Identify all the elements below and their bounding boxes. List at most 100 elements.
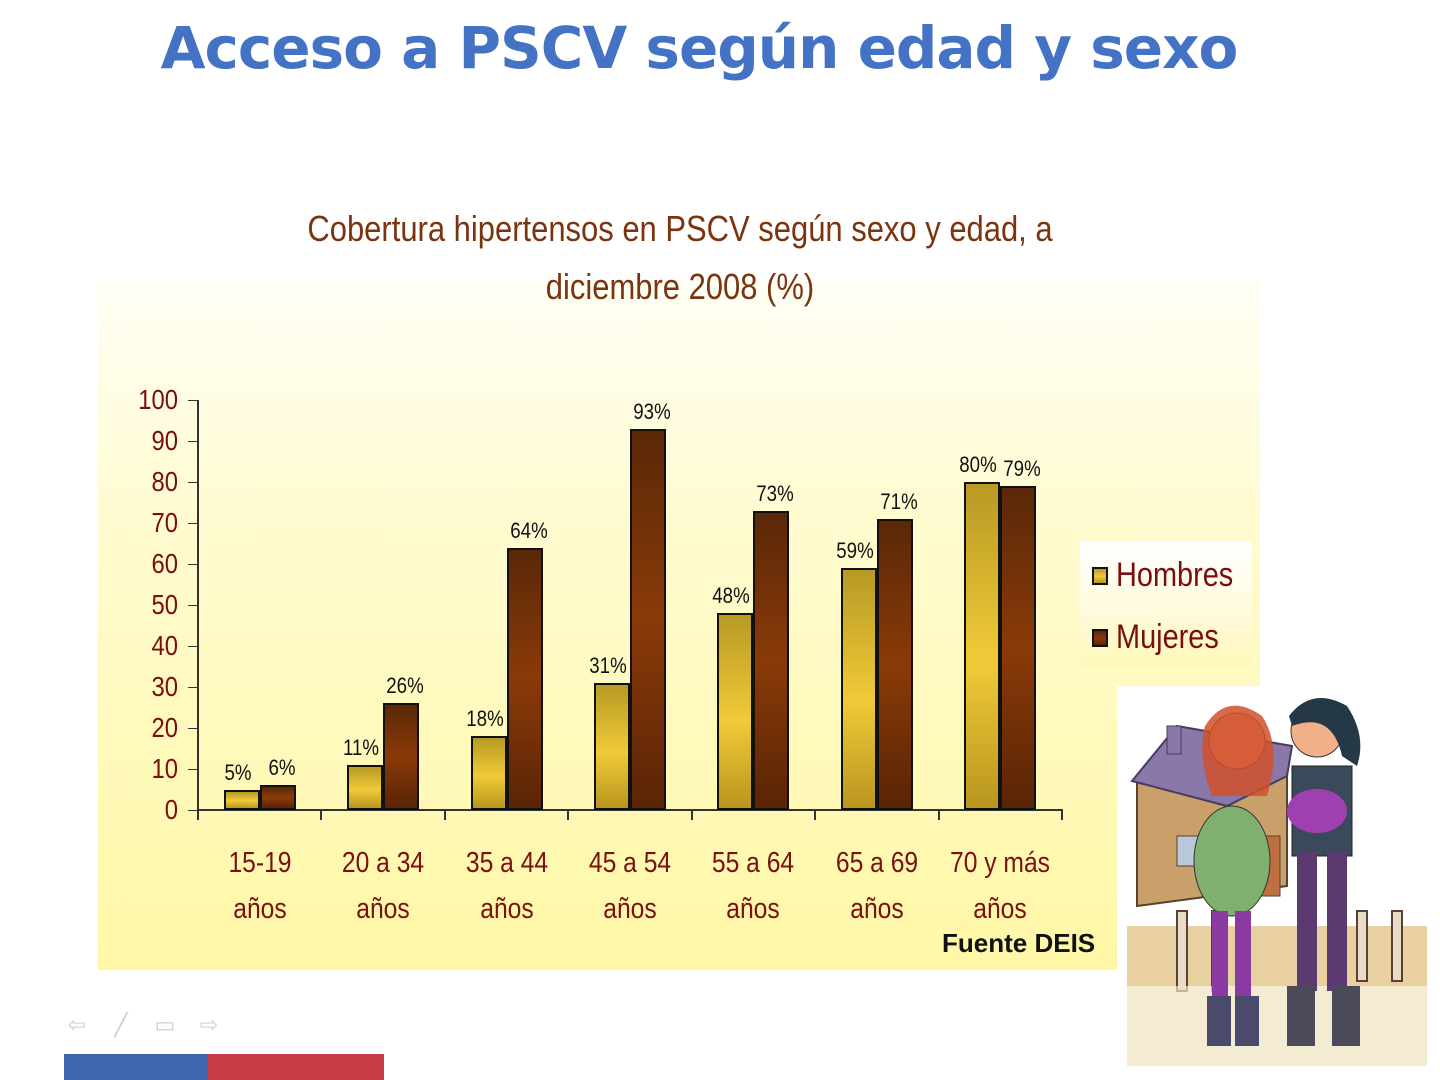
legend-item-mujeres: Mujeres <box>1092 618 1237 657</box>
y-axis <box>197 400 199 818</box>
data-label: 11% <box>343 734 380 760</box>
bar-mujeres <box>630 428 666 810</box>
slide-title: Acceso a PSCV según edad y sexo <box>160 14 1239 82</box>
x-category-label-line: años <box>850 893 904 925</box>
x-category-label: 65 a 69 años <box>824 840 929 932</box>
x-category-label: 45 a 54 años <box>577 840 682 932</box>
legend-label: Mujeres <box>1116 618 1219 656</box>
y-tick <box>188 523 198 524</box>
x-category-label: 35 a 44 años <box>454 840 559 932</box>
x-category-label-line: años <box>603 893 657 925</box>
bar-mujeres <box>876 518 913 810</box>
legend-swatch-mujeres <box>1092 628 1108 647</box>
data-label: 80% <box>959 452 997 477</box>
bar-hombres <box>594 682 630 810</box>
data-label: 6% <box>268 755 296 781</box>
data-label: 5% <box>224 759 252 785</box>
x-category-label-line: años <box>232 893 287 925</box>
x-tick <box>1061 810 1063 820</box>
data-label: 26% <box>386 673 424 699</box>
x-axis <box>197 809 1063 811</box>
y-tick-label: 100 <box>138 384 178 415</box>
footer-bar-red <box>208 1054 384 1080</box>
x-category-label-line: 45 a 54 <box>588 847 672 879</box>
x-tick <box>443 810 446 820</box>
pen-icon[interactable]: ╱ <box>114 1012 128 1037</box>
data-label: 59% <box>836 538 874 564</box>
bar-mujeres <box>506 547 543 810</box>
bar-mujeres <box>753 510 790 810</box>
x-category-label: 20 a 34 años <box>330 840 435 932</box>
chart-title: Cobertura hipertensos en PSCV según sexo… <box>267 200 1093 316</box>
y-tick-label: 70 <box>151 507 178 538</box>
y-tick <box>188 605 198 606</box>
x-category-label: 15-19 años <box>207 840 312 932</box>
chart-legend: Hombres Mujeres <box>1080 542 1252 668</box>
y-tick <box>188 810 198 811</box>
arrow-left-icon[interactable]: ⇦ <box>67 1012 87 1037</box>
y-tick <box>188 564 198 565</box>
data-label: 79% <box>1003 456 1041 482</box>
y-tick <box>188 400 198 401</box>
data-label: 71% <box>880 488 918 514</box>
x-category-label: 55 a 64 años <box>701 840 806 932</box>
bar-mujeres <box>383 703 420 810</box>
x-tick <box>814 810 817 820</box>
y-tick-label: 90 <box>151 425 178 456</box>
chart-background <box>98 280 1260 970</box>
x-tick <box>567 810 570 820</box>
data-label: 73% <box>756 480 795 506</box>
slide-navigation: ⇦ ╱ ▭ ⇨ <box>64 1014 222 1036</box>
legend-swatch-hombres <box>1092 566 1108 585</box>
data-label: 64% <box>509 517 548 543</box>
bar-hombres <box>717 613 754 810</box>
chart-title-line-2: diciembre 2008 (%) <box>545 266 815 307</box>
slide-menu-icon[interactable]: ▭ <box>154 1012 176 1037</box>
legend-item-hombres: Hombres <box>1092 556 1254 595</box>
y-tick <box>188 728 198 729</box>
x-tick <box>937 810 940 820</box>
bar-mujeres <box>259 785 296 810</box>
footer-bar-blue <box>64 1054 208 1080</box>
data-label: 31% <box>589 652 627 678</box>
x-tick <box>320 810 323 820</box>
data-label: 93% <box>633 398 671 424</box>
source-note: Fuente DEIS <box>942 928 1096 958</box>
y-tick-label: 20 <box>151 712 178 743</box>
illustration-icon <box>1127 698 1427 1066</box>
y-tick-label: 0 <box>164 794 178 825</box>
x-category-label-line: años <box>973 893 1028 925</box>
x-category-label-line: 65 a 69 <box>835 847 918 879</box>
bar-hombres <box>964 482 1001 810</box>
y-tick-label: 50 <box>151 589 178 620</box>
x-category-label-line: 15-19 <box>228 847 292 879</box>
x-category-label-line: años <box>479 893 534 925</box>
x-category-label-line: 70 y más <box>950 847 1051 879</box>
bar-hombres <box>470 736 507 810</box>
y-tick-label: 80 <box>151 466 178 497</box>
bar-hombres <box>223 789 260 810</box>
x-category-label-line: años <box>726 893 781 925</box>
y-tick-label: 10 <box>151 753 178 784</box>
x-tick <box>690 810 693 820</box>
y-tick <box>188 687 198 688</box>
y-tick <box>188 646 198 647</box>
y-tick <box>188 482 198 483</box>
bar-hombres <box>840 568 877 810</box>
x-tick <box>197 810 199 820</box>
x-category-label-line: 55 a 64 <box>712 847 795 879</box>
bar-mujeres <box>1000 486 1037 810</box>
x-category-label-line: años <box>356 893 410 925</box>
legend-label: Hombres <box>1116 556 1234 594</box>
x-category-label: 70 y más años <box>948 840 1053 932</box>
family-illustration <box>1117 686 1440 1080</box>
arrow-right-icon[interactable]: ⇨ <box>199 1012 219 1037</box>
data-label: 48% <box>712 583 751 609</box>
bar-hombres <box>347 764 384 810</box>
x-category-label-line: 20 a 34 <box>342 847 425 879</box>
y-tick-label: 40 <box>151 630 178 661</box>
y-tick-label: 60 <box>151 548 178 579</box>
data-label: 18% <box>465 706 504 732</box>
chart-title-line-1: Cobertura hipertensos en PSCV según sexo… <box>307 208 1053 249</box>
x-category-label-line: 35 a 44 <box>465 847 548 879</box>
